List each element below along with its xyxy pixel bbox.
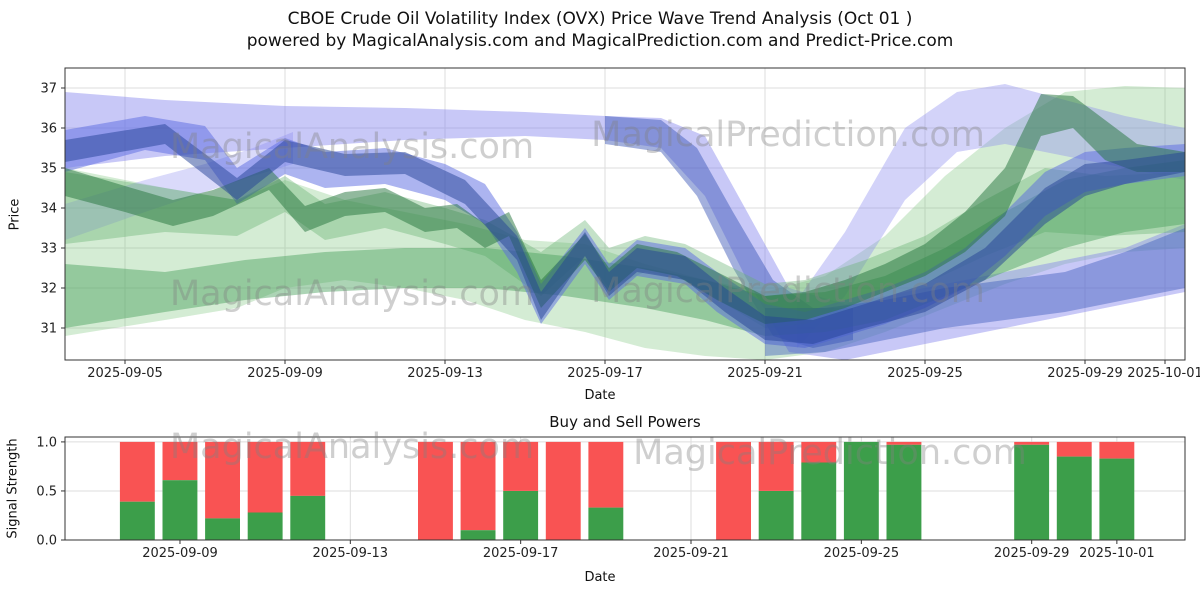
date-axis-label-top: Date <box>584 388 616 403</box>
x-tick-label: 2025-09-13 <box>313 546 389 561</box>
buy-bar <box>205 518 240 540</box>
y-tick-label: 34 <box>40 202 57 217</box>
watermark-text: MagicalPrediction.com <box>591 115 985 155</box>
price-grid <box>65 68 1185 360</box>
buy-bar <box>119 501 155 540</box>
y-tick-label: 35 <box>40 162 57 177</box>
x-tick-label: 2025-10-01 <box>1127 366 1200 381</box>
price-band-blue-plunge <box>605 116 853 348</box>
price-band-navy-core <box>65 124 1185 344</box>
sell-bar <box>758 441 794 491</box>
y-tick-label: 37 <box>40 82 57 97</box>
buy-bar <box>1056 456 1092 540</box>
x-tick-label: 2025-09-25 <box>824 546 900 561</box>
signal-plot-border <box>64 436 1186 541</box>
price-band-lavender-right <box>797 84 1185 348</box>
buy-bar <box>290 495 326 540</box>
buy-bar <box>886 444 922 540</box>
x-tick-label: 2025-09-21 <box>727 366 803 381</box>
x-tick-label: 2025-09-17 <box>483 546 559 561</box>
date-axis-label-bottom: Date <box>584 570 616 585</box>
buy-bar <box>801 462 837 540</box>
price-x-ticks: 2025-09-05 2025-09-09 2025-09-13 2025-09-17… <box>87 360 1200 381</box>
y-tick-label: 33 <box>40 242 57 257</box>
price-bands <box>65 84 1185 360</box>
price-y-ticks: 31 32 33 34 35 36 37 <box>40 82 65 337</box>
buy-bar <box>758 491 794 540</box>
sell-bar <box>290 441 326 496</box>
buy-bar <box>503 491 539 540</box>
x-tick-label: 2025-09-29 <box>1047 366 1123 381</box>
price-axis-label: Price <box>7 198 23 231</box>
price-band-green-dark-core <box>65 94 1185 324</box>
watermark-text: MagicalPrediction.com <box>633 433 1027 473</box>
buy-bar <box>588 507 624 540</box>
y-tick-label: 0.0 <box>36 534 57 549</box>
x-tick-label: 2025-09-29 <box>994 546 1070 561</box>
x-tick-label: 2025-09-05 <box>87 366 163 381</box>
x-tick-label: 2025-09-17 <box>567 366 643 381</box>
watermark-text: MagicalAnalysis.com <box>170 427 534 467</box>
x-tick-label: 2025-09-09 <box>142 546 218 561</box>
buy-bar <box>843 441 879 540</box>
x-tick-label: 2025-09-13 <box>407 366 483 381</box>
figure-title: CBOE Crude Oil Volatility Index (OVX) Pr… <box>0 8 1200 52</box>
sell-bar <box>162 441 198 481</box>
sell-bar <box>1014 441 1050 445</box>
signal-y-ticks: 0.0 0.5 1.0 <box>36 435 65 549</box>
buy-bar <box>1014 444 1050 540</box>
sell-bar <box>503 441 539 491</box>
sell-bar <box>886 441 922 445</box>
sell-bar <box>119 441 155 502</box>
x-tick-label: 2025-09-21 <box>653 546 729 561</box>
figure-title-line2: powered by MagicalAnalysis.com and Magic… <box>246 31 954 51</box>
buy-bar <box>162 480 198 540</box>
buy-bar <box>460 530 496 540</box>
sell-bar <box>460 441 496 531</box>
signal-x-ticks: 2025-09-09 2025-09-13 2025-09-17 2025-09-21… <box>142 540 1155 561</box>
watermark-text: MagicalAnalysis.com <box>170 274 534 314</box>
buy-bar <box>247 512 283 540</box>
sell-bar <box>205 441 240 519</box>
x-tick-label: 2025-09-09 <box>247 366 323 381</box>
price-band-lavender-left-wedge <box>65 132 293 240</box>
sell-bar <box>545 441 581 540</box>
y-tick-label: 32 <box>40 282 57 297</box>
signal-bars <box>119 441 1135 540</box>
watermark-text: MagicalPrediction.com <box>591 271 985 311</box>
sell-bar <box>247 441 283 513</box>
y-tick-label: 0.5 <box>36 484 57 499</box>
sell-bar <box>801 441 837 463</box>
signal-axis-label: Signal Strength <box>5 438 21 539</box>
y-tick-label: 36 <box>40 122 57 137</box>
y-tick-label: 1.0 <box>36 435 57 450</box>
sell-bar <box>588 441 624 508</box>
watermark-text: MagicalAnalysis.com <box>170 127 534 167</box>
x-tick-label: 2025-10-01 <box>1079 546 1155 561</box>
sell-bar <box>418 441 453 540</box>
figure-title-line1: CBOE Crude Oil Volatility Index (OVX) Pr… <box>287 9 913 29</box>
price-plot-border <box>64 67 1186 361</box>
sell-bar <box>716 441 751 540</box>
signal-chart-title: Buy and Sell Powers <box>549 413 701 431</box>
y-tick-label: 31 <box>40 322 57 337</box>
buy-bar <box>1099 458 1135 540</box>
x-tick-label: 2025-09-25 <box>887 366 963 381</box>
sell-bar <box>1056 441 1092 457</box>
sell-bar <box>1099 441 1135 459</box>
